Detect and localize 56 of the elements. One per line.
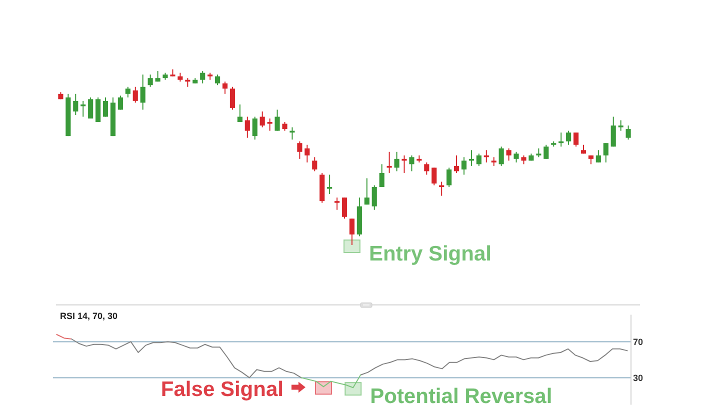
candlestick (476, 153, 482, 166)
candlestick (215, 74, 220, 86)
annotation: Potential Reversal (370, 385, 552, 408)
candlestick (402, 154, 407, 174)
candlestick (603, 142, 608, 163)
candlestick (618, 120, 624, 132)
candlestick (334, 197, 340, 210)
candlestick (364, 178, 370, 206)
candlestick (96, 96, 101, 123)
candlestick (573, 132, 579, 148)
candlestick (506, 148, 512, 162)
candlestick (372, 184, 377, 210)
annotation: Entry Signal (368, 242, 492, 266)
candlestick (237, 104, 242, 123)
candlestick (544, 144, 549, 160)
candlestick (73, 93, 78, 116)
candlestick (260, 110, 265, 128)
candlestick (267, 118, 272, 132)
candlestick (610, 116, 616, 148)
candlestick (102, 96, 108, 118)
candlestick (118, 95, 123, 110)
candlestick (274, 109, 280, 132)
candlestick (349, 218, 355, 246)
candlestick (424, 162, 430, 176)
candlestick (252, 116, 258, 140)
candlestick (498, 146, 504, 166)
candlestick (125, 86, 130, 98)
annotation: False Signal (160, 378, 284, 402)
candlestick (148, 74, 153, 88)
y-tick-label: 30 (633, 372, 644, 383)
candlestick (88, 96, 94, 119)
candlestick (222, 81, 228, 94)
candlestick (626, 125, 631, 140)
y-tick-label: 70 (633, 336, 644, 347)
candlestick (432, 167, 437, 186)
candlestick (140, 74, 146, 110)
candlestick (409, 154, 414, 172)
candlestick (230, 86, 236, 110)
candlestick (379, 164, 384, 188)
candlestick (446, 167, 452, 188)
candlestick (200, 70, 206, 84)
candlestick (394, 151, 400, 172)
chart-title: RSI 14, 70, 30 (60, 311, 118, 321)
candlestick (297, 140, 302, 160)
candlestick (514, 151, 519, 163)
candlestick (342, 197, 348, 220)
candlestick (132, 86, 138, 104)
candlestick (461, 156, 467, 176)
candlestick (244, 116, 250, 138)
candlestick (454, 154, 460, 174)
candlestick (304, 144, 310, 163)
candlestick (327, 174, 332, 195)
candlestick (566, 130, 572, 146)
candlestick (290, 126, 295, 140)
candlestick (596, 150, 601, 163)
candlestick (312, 156, 318, 172)
